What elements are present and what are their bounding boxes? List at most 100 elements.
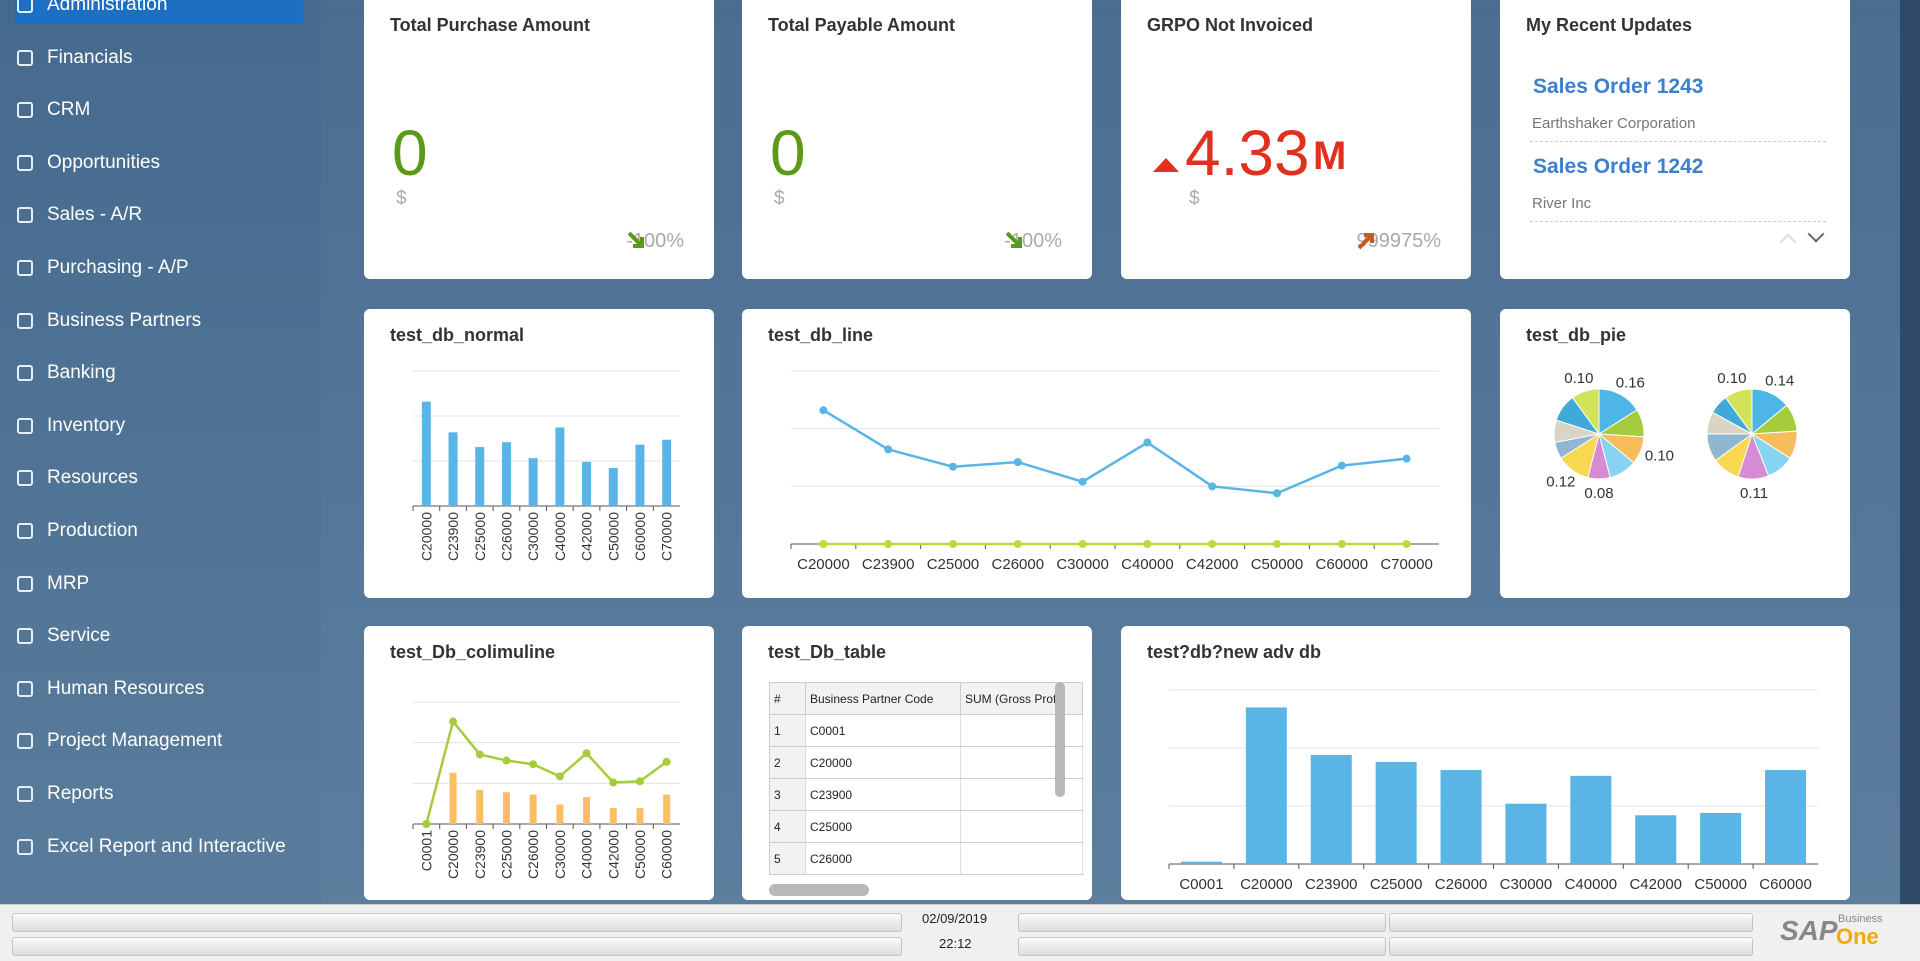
kpi-currency: $ xyxy=(1189,188,1200,209)
nav-item[interactable]: CRM xyxy=(15,91,303,129)
nav-item[interactable]: MRP xyxy=(15,565,303,603)
column-header: Business Partner Code xyxy=(805,682,961,715)
table-row: 2 C20000 xyxy=(769,746,1083,779)
kpi-title: Total Payable Amount xyxy=(768,15,956,35)
logo-product-top: Business xyxy=(1838,913,1883,925)
nav-label: Sales - A/R xyxy=(47,204,143,226)
table-row: 1 C0001 xyxy=(769,714,1083,747)
nav-icon xyxy=(17,260,33,276)
table-cell: 5 xyxy=(769,842,806,875)
nav-item[interactable]: Project Management xyxy=(15,722,303,760)
bar xyxy=(502,792,510,824)
nav-item[interactable]: Purchasing - A/P xyxy=(15,249,303,287)
trend-triangle xyxy=(1153,158,1179,172)
status-date: 02/09/2019 xyxy=(922,911,988,926)
bar xyxy=(529,794,537,824)
point xyxy=(662,757,671,766)
x-tick-label: C30000 xyxy=(552,830,568,879)
x-tick-label: C60000 xyxy=(632,512,648,561)
nav-item[interactable]: Resources xyxy=(15,459,303,497)
x-tick-label: C40000 xyxy=(579,830,595,879)
h-scrollbar[interactable] xyxy=(769,884,869,896)
scroll-up[interactable] xyxy=(1779,233,1797,251)
point xyxy=(1208,540,1217,548)
pie-label: 0.12 xyxy=(1546,474,1575,491)
kpi-title: Total Purchase Amount xyxy=(390,15,591,35)
pie-label: 0.14 xyxy=(1765,373,1794,390)
bar xyxy=(501,442,511,506)
chart-canvas: 0.16 0.10 0.08 0.12 0.10 0.14 0.11 0.10 xyxy=(1546,370,1798,502)
bar xyxy=(663,794,671,824)
sidebar: Administration Financials CRM Opportunities… xyxy=(0,0,321,904)
x-tick-label: C50000 xyxy=(1251,556,1304,573)
nav-icon xyxy=(17,417,33,434)
point xyxy=(529,760,538,769)
nav-item[interactable]: Banking xyxy=(15,354,303,392)
nav-item[interactable]: Financials xyxy=(15,39,303,77)
table-cell: 4 xyxy=(769,810,806,843)
kpi-change-row: 999975% xyxy=(1356,230,1441,253)
status-time: 22:12 xyxy=(939,936,972,951)
point xyxy=(884,540,893,548)
scrollbar[interactable] xyxy=(1900,0,1920,904)
nav-item[interactable]: Inventory xyxy=(15,407,303,445)
chart-card: 0.16 0.10 0.08 0.12 0.10 0.14 0.11 0.10 test_db_… xyxy=(1500,309,1850,598)
bar xyxy=(1245,707,1287,864)
pie-slice xyxy=(1598,388,1638,435)
chart-card: C20000 C23900 C25000 C26000 C30000 C40000 C420… xyxy=(364,309,714,598)
table-row: 3 C23900 xyxy=(769,778,1083,811)
update-link[interactable]: Sales Order 1243 xyxy=(1533,75,1704,98)
x-tick-label: C70000 xyxy=(659,512,675,561)
nav-label: Project Management xyxy=(47,730,223,752)
nav-item[interactable]: Production xyxy=(15,512,303,550)
arrow xyxy=(1005,231,1023,248)
nav-item[interactable]: Administration xyxy=(15,0,303,24)
nav-item[interactable]: Excel Report and Interactive xyxy=(15,828,303,866)
x-tick-label: C30000 xyxy=(525,512,541,561)
pie-label: 0.11 xyxy=(1740,485,1768,502)
point xyxy=(1208,482,1217,491)
nav-icon xyxy=(17,102,33,119)
point xyxy=(422,820,431,828)
nav-item[interactable]: Business Partners xyxy=(15,302,303,340)
x-tick-label: C42000 xyxy=(605,830,621,879)
status-field xyxy=(1389,937,1753,956)
kpi-card: GRPO Not Invoiced 4.33 M $999975% xyxy=(1121,0,1471,279)
separator xyxy=(1530,141,1826,142)
point xyxy=(1337,540,1346,548)
chart-title: test?db?new adv db xyxy=(1147,642,1322,662)
table-cell xyxy=(960,810,1083,843)
nav-item[interactable]: Opportunities xyxy=(15,144,303,182)
update-link[interactable]: Sales Order 1242 xyxy=(1533,155,1704,178)
table-cell: 2 xyxy=(769,746,806,779)
nav-item[interactable]: Human Resources xyxy=(15,670,303,708)
nav-label: Service xyxy=(47,625,111,647)
status-field xyxy=(1018,913,1386,932)
scroll-down[interactable] xyxy=(1807,225,1825,243)
table-cell: C23900 xyxy=(805,778,961,811)
kpi-change-row: -100% xyxy=(626,230,684,253)
point xyxy=(1078,477,1087,486)
nav-item[interactable]: Sales - A/R xyxy=(15,196,303,234)
nav-label: Excel Report and Interactive xyxy=(47,835,286,857)
nav-item[interactable]: Reports xyxy=(15,775,303,813)
nav-icon xyxy=(17,207,33,224)
v-scrollbar[interactable] xyxy=(1055,682,1065,797)
bar xyxy=(1505,803,1547,864)
x-tick-label: C23900 xyxy=(1305,876,1358,893)
line xyxy=(822,409,1407,495)
x-tick-label: C20000 xyxy=(1240,876,1293,893)
nav-item[interactable]: Service xyxy=(15,617,303,655)
x-tick-label: C0001 xyxy=(418,830,434,871)
pie-label: 0.08 xyxy=(1584,485,1613,502)
bar xyxy=(1700,812,1742,864)
x-tick-label: C30000 xyxy=(1056,556,1109,573)
bar xyxy=(1570,775,1612,864)
bar xyxy=(636,808,644,824)
bar xyxy=(475,447,485,506)
point xyxy=(502,756,511,765)
kpi-value: 0 xyxy=(770,117,806,189)
point xyxy=(1402,540,1411,548)
point xyxy=(949,540,957,548)
chart-canvas: C0001 C20000 C23900 C25000 C26000 C30000 C4000… xyxy=(1168,689,1818,893)
